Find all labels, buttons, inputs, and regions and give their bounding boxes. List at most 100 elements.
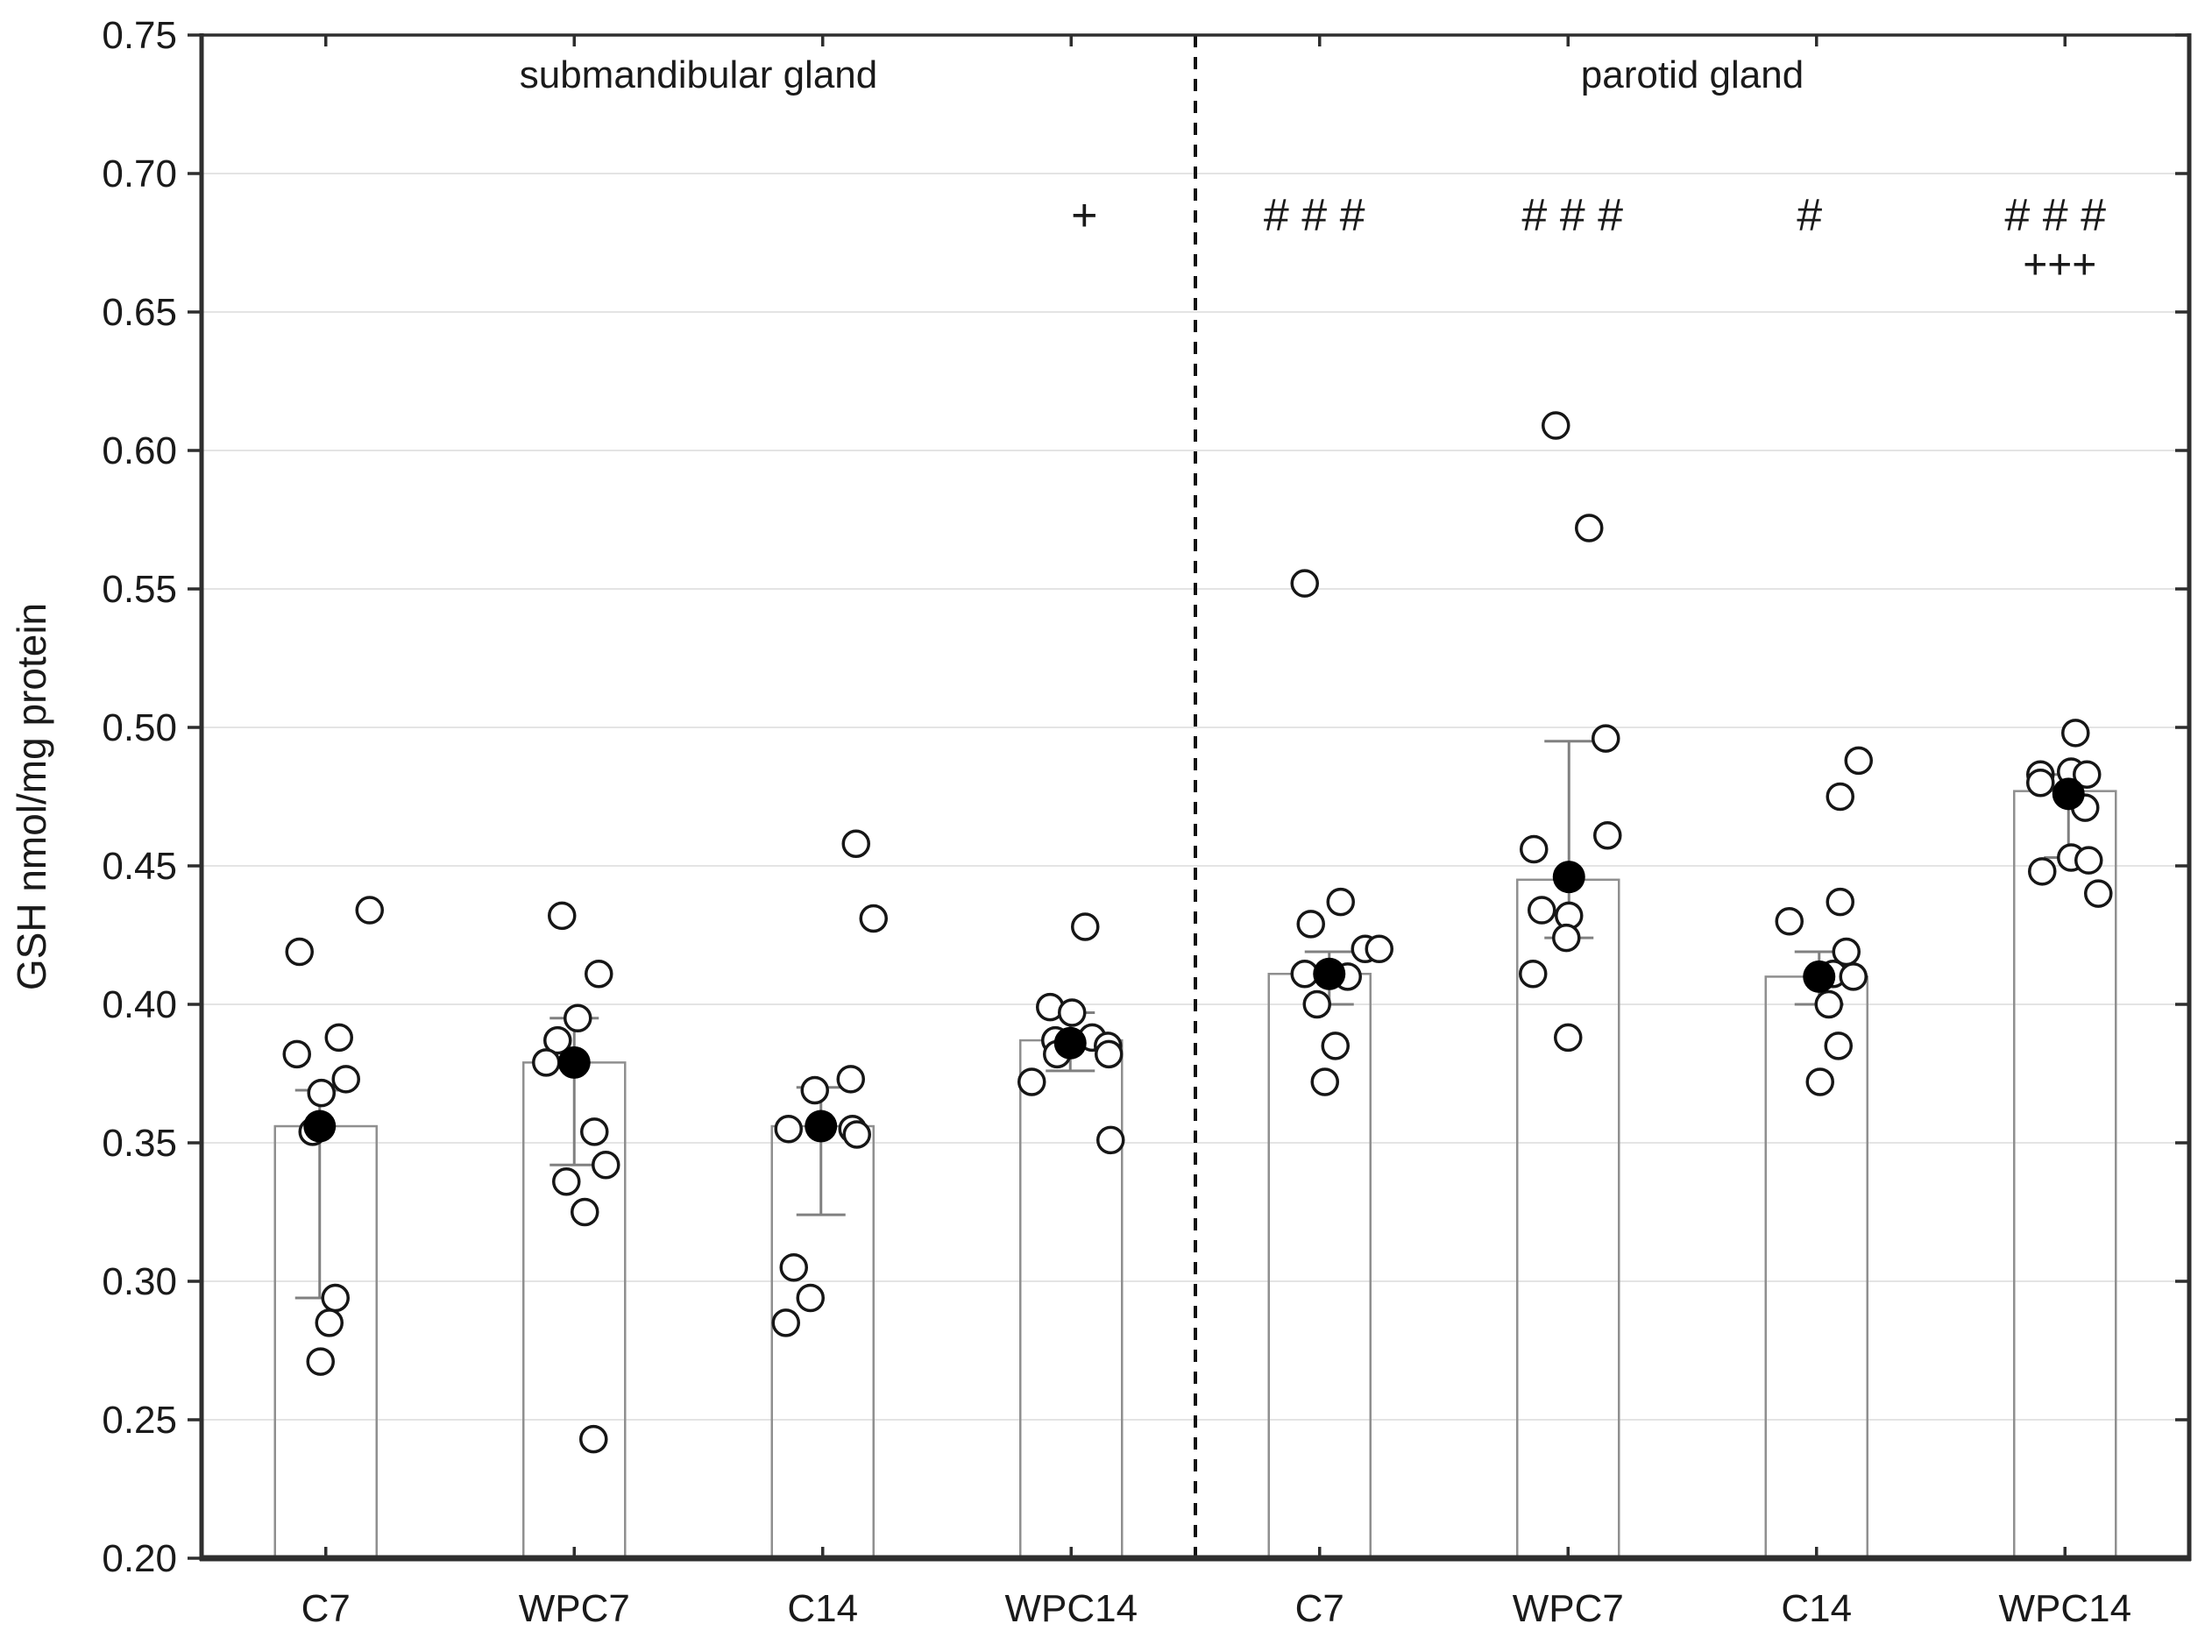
bar-parotid-C7 — [1267, 972, 1372, 1560]
mean-dot — [1313, 957, 1346, 990]
data-point — [2084, 879, 2113, 908]
data-point — [548, 901, 577, 931]
significance-annotation: + — [1071, 190, 1097, 241]
data-point — [1542, 411, 1570, 440]
x-axis-label-submandibular-C7: C7 — [301, 1587, 351, 1630]
y-tick-label: 0.25 — [102, 1399, 177, 1442]
data-point — [331, 1065, 360, 1094]
x-axis-label-parotid-C14: C14 — [1781, 1587, 1852, 1630]
data-point — [1826, 887, 1854, 917]
bar-submandibular-C14 — [770, 1124, 875, 1560]
x-axis-label-submandibular-C14: C14 — [787, 1587, 858, 1630]
data-point — [285, 937, 314, 967]
data-point — [282, 1039, 311, 1069]
mean-dot — [805, 1110, 838, 1143]
mean-dot — [1803, 960, 1836, 993]
x-axis-label-submandibular-WPC14: WPC14 — [1004, 1587, 1138, 1630]
x-axis-label-parotid-WPC7: WPC7 — [1513, 1587, 1624, 1630]
bar-parotid-C14 — [1764, 975, 1868, 1560]
mean-dot — [303, 1110, 337, 1143]
data-point — [1310, 1067, 1339, 1096]
data-point — [1365, 934, 1393, 964]
data-point — [2026, 768, 2055, 798]
significance-annotation: # # # — [1521, 190, 1623, 241]
data-point — [306, 1347, 335, 1376]
data-point — [1554, 1023, 1583, 1053]
bar-submandibular-C7 — [273, 1124, 378, 1560]
data-point — [307, 1078, 336, 1108]
mean-dot — [1552, 861, 1585, 894]
mean-dot — [1053, 1026, 1087, 1060]
significance-annotation: +++ — [2023, 242, 2096, 288]
data-point — [800, 1075, 829, 1105]
data-point — [1593, 820, 1622, 850]
y-tick-label: 0.75 — [102, 14, 177, 57]
x-axis-label-submandibular-WPC7: WPC7 — [519, 1587, 630, 1630]
data-point — [859, 904, 888, 933]
data-point — [324, 1023, 353, 1053]
data-point — [1844, 746, 1873, 776]
y-tick-label: 0.40 — [102, 983, 177, 1026]
data-point — [2061, 719, 2090, 748]
data-point — [841, 829, 870, 858]
data-point — [1017, 1067, 1046, 1096]
y-tick-label: 0.65 — [102, 291, 177, 334]
data-point — [580, 1117, 609, 1146]
data-point — [1326, 887, 1355, 917]
significance-annotation: # # # — [1264, 190, 1365, 241]
data-point — [579, 1424, 608, 1454]
mean-dot — [557, 1046, 591, 1079]
data-point — [2074, 846, 2103, 875]
significance-annotation: # — [1797, 190, 1822, 241]
section-title: submandibular gland — [520, 53, 878, 96]
data-point — [1290, 569, 1319, 598]
data-point — [796, 1283, 825, 1313]
y-tick-label: 0.70 — [102, 152, 177, 195]
data-point — [779, 1252, 808, 1282]
data-point — [836, 1065, 865, 1094]
data-point — [532, 1048, 561, 1077]
data-point — [771, 1308, 800, 1337]
data-point — [1592, 724, 1620, 753]
data-point — [1302, 989, 1331, 1019]
y-tick-label: 0.60 — [102, 429, 177, 472]
data-point — [842, 1120, 871, 1149]
data-point — [1814, 989, 1843, 1019]
data-point — [1520, 834, 1549, 864]
data-point — [1575, 514, 1604, 542]
data-point — [1805, 1067, 1834, 1096]
data-point — [1775, 906, 1804, 936]
data-point — [543, 1025, 572, 1055]
significance-annotation: # # # — [2004, 190, 2106, 241]
y-tick-label: 0.50 — [102, 706, 177, 749]
bar-submandibular-WPC14 — [1019, 1039, 1124, 1560]
data-point — [2028, 857, 2057, 886]
y-tick-label: 0.55 — [102, 568, 177, 611]
data-point — [321, 1283, 350, 1313]
data-point — [1096, 1125, 1125, 1155]
data-point — [1095, 1039, 1124, 1069]
data-point — [1826, 782, 1854, 812]
data-point — [1839, 962, 1868, 991]
y-tick-label: 0.35 — [102, 1122, 177, 1165]
section-title: parotid gland — [1581, 53, 1804, 96]
data-point — [774, 1114, 803, 1144]
data-point — [592, 1151, 620, 1180]
data-point — [571, 1197, 599, 1227]
data-point — [315, 1308, 344, 1337]
data-point — [1552, 923, 1581, 953]
data-point — [564, 1003, 592, 1033]
mean-dot — [2052, 777, 2085, 811]
data-point — [1519, 959, 1548, 989]
data-point — [585, 959, 613, 989]
y-tick-label: 0.20 — [102, 1537, 177, 1580]
data-point — [1071, 912, 1100, 941]
data-point — [1058, 998, 1087, 1027]
data-point — [552, 1166, 581, 1196]
data-point — [1296, 910, 1325, 939]
y-tick-label: 0.30 — [102, 1260, 177, 1303]
data-point — [1528, 896, 1556, 925]
data-point — [2073, 760, 2102, 789]
